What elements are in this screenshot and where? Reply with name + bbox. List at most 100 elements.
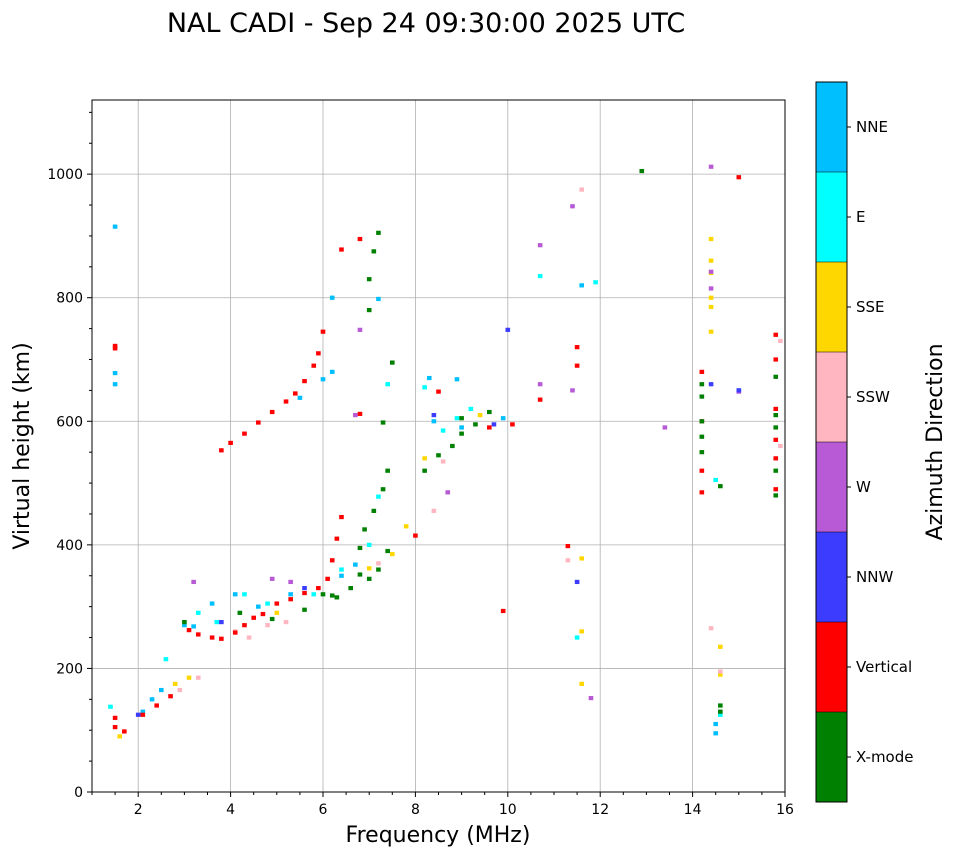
colorbar-label: NNE [856, 118, 888, 136]
data-point [334, 536, 340, 541]
data-point [718, 703, 723, 708]
data-point [570, 204, 575, 209]
data-point [242, 623, 247, 628]
data-point [436, 453, 441, 458]
data-point [574, 345, 580, 350]
x-tick-label: 10 [499, 802, 517, 818]
data-point [537, 273, 543, 279]
data-point [186, 675, 192, 680]
data-point [357, 411, 363, 416]
plot-frame [91, 99, 786, 793]
data-point [570, 388, 575, 393]
data-point [459, 416, 464, 421]
data-point [311, 592, 317, 597]
data-point [288, 597, 293, 602]
data-point [718, 644, 723, 649]
x-tick-label: 14 [684, 802, 702, 818]
data-point [468, 406, 474, 412]
data-point [565, 558, 571, 563]
data-point [380, 420, 386, 425]
data-point [773, 413, 779, 418]
data-point [708, 329, 714, 334]
data-point [371, 508, 377, 513]
x-tick-label: 12 [591, 802, 609, 818]
data-point [219, 448, 224, 453]
data-point [713, 731, 718, 736]
data-point [537, 243, 543, 248]
y-tick-label: 400 [56, 538, 83, 554]
data-point [708, 626, 714, 631]
series-nne [112, 224, 742, 736]
data-point [112, 343, 118, 349]
data-point [773, 493, 779, 498]
data-point [112, 370, 118, 376]
data-point [376, 230, 381, 235]
data-point [778, 443, 783, 449]
colorbar-segment [816, 82, 847, 172]
data-point [357, 236, 363, 242]
data-point [426, 375, 432, 381]
data-point [168, 694, 173, 699]
data-point [699, 434, 705, 439]
data-point [357, 545, 363, 551]
x-tick-label: 6 [319, 802, 328, 818]
x-axis-ticks: 2 4 6 8 10 12 14 16 [91, 792, 794, 818]
series-vertical [112, 175, 779, 734]
data-point [209, 601, 215, 606]
x-tick-label: 16 [776, 802, 794, 818]
data-point [736, 175, 742, 180]
data-point [736, 388, 742, 393]
data-point [232, 592, 238, 597]
data-point [565, 543, 571, 549]
data-point [329, 558, 335, 563]
series-e [108, 273, 723, 717]
x-tick-label: 8 [411, 802, 420, 818]
grid-lines [92, 100, 785, 792]
data-point [329, 593, 335, 598]
data-point [450, 443, 455, 449]
data-point [537, 397, 543, 402]
colorbar-segment [816, 442, 847, 532]
data-point [320, 592, 326, 597]
data-point [357, 572, 363, 577]
data-point [140, 709, 146, 714]
data-point [283, 399, 289, 404]
data-point [422, 385, 427, 390]
data-point [662, 425, 668, 430]
colorbar-segment [816, 532, 847, 622]
data-point [718, 712, 723, 717]
colorbar-label: SSE [856, 298, 885, 316]
data-point [422, 456, 427, 461]
data-point [371, 249, 377, 254]
data-points [108, 164, 783, 739]
data-point [773, 487, 779, 492]
data-point [269, 576, 275, 581]
data-point [256, 604, 261, 609]
data-point [385, 382, 390, 387]
data-point [699, 419, 705, 424]
data-point [228, 440, 233, 446]
data-point [242, 431, 247, 436]
data-point [256, 420, 261, 425]
data-point [376, 567, 381, 572]
data-point [357, 327, 363, 332]
data-point [302, 379, 307, 384]
data-point [579, 629, 585, 634]
data-point [431, 419, 437, 424]
data-point [454, 377, 460, 382]
data-point [699, 369, 705, 374]
data-point [112, 725, 118, 730]
data-point [708, 295, 714, 300]
data-point [353, 562, 358, 567]
data-point [311, 363, 317, 368]
colorbar-segment [816, 172, 847, 262]
data-point [477, 413, 483, 418]
data-point [251, 615, 256, 620]
data-point [302, 586, 307, 591]
data-point [269, 409, 275, 415]
data-point [122, 729, 127, 734]
data-point [186, 628, 192, 633]
data-point [588, 695, 594, 701]
data-point [366, 542, 372, 547]
data-point [708, 236, 714, 242]
